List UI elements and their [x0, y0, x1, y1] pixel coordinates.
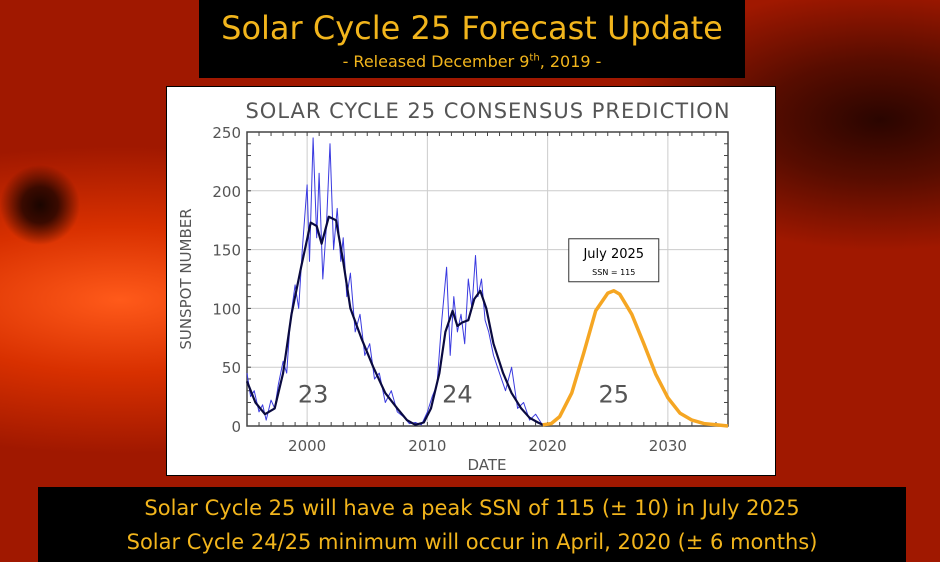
title-banner: Solar Cycle 25 Forecast Update - Release…	[199, 0, 745, 78]
release-date-year: , 2019 -	[539, 52, 602, 71]
summary-banner: Solar Cycle 25 will have a peak SSN of 1…	[38, 487, 906, 562]
peak-annotation-box	[568, 238, 660, 283]
monthly-sunspot-line	[246, 137, 543, 426]
peak-statement: Solar Cycle 25 will have a peak SSN of 1…	[144, 496, 800, 520]
y-axis-label: SUNSPOT NUMBER	[177, 208, 195, 349]
y-tick-label: 200	[212, 183, 241, 201]
x-tick-label: 2000	[288, 437, 326, 455]
chart-title: SOLAR CYCLE 25 CONSENSUS PREDICTION	[245, 99, 730, 123]
x-axis-label: DATE	[467, 456, 506, 474]
ordinal-suffix: th	[529, 52, 540, 64]
x-tick-label: 2030	[649, 437, 687, 455]
y-tick-label: 0	[231, 418, 241, 436]
x-tick-label: 2010	[408, 437, 446, 455]
peak-annotation-value: SSN = 115	[592, 268, 635, 277]
sunspot-chart: SOLAR CYCLE 25 CONSENSUS PREDICTION 2000…	[177, 99, 730, 474]
predicted-sunspot-line	[542, 289, 729, 428]
smoothed-sunspot-line	[245, 215, 544, 426]
page-title: Solar Cycle 25 Forecast Update	[221, 9, 723, 47]
chart-panel: SOLAR CYCLE 25 CONSENSUS PREDICTION 2000…	[166, 86, 776, 476]
plot-frame	[246, 131, 729, 427]
peak-annotation-title: July 2025	[582, 247, 644, 262]
minimum-statement: Solar Cycle 24/25 minimum will occur in …	[126, 530, 818, 554]
cycle-label: 25	[598, 380, 629, 408]
y-tick-label: 150	[212, 242, 241, 260]
release-date-text: - Released December 9	[342, 52, 530, 71]
cycle-label: 24	[442, 380, 473, 408]
y-tick-label: 250	[212, 124, 241, 142]
release-date: - Released December 9th, 2019 -	[199, 52, 745, 71]
x-tick-label: 2020	[529, 437, 567, 455]
y-tick-label: 100	[212, 300, 241, 318]
cycle-label: 23	[298, 380, 329, 408]
y-tick-label: 50	[222, 359, 241, 377]
